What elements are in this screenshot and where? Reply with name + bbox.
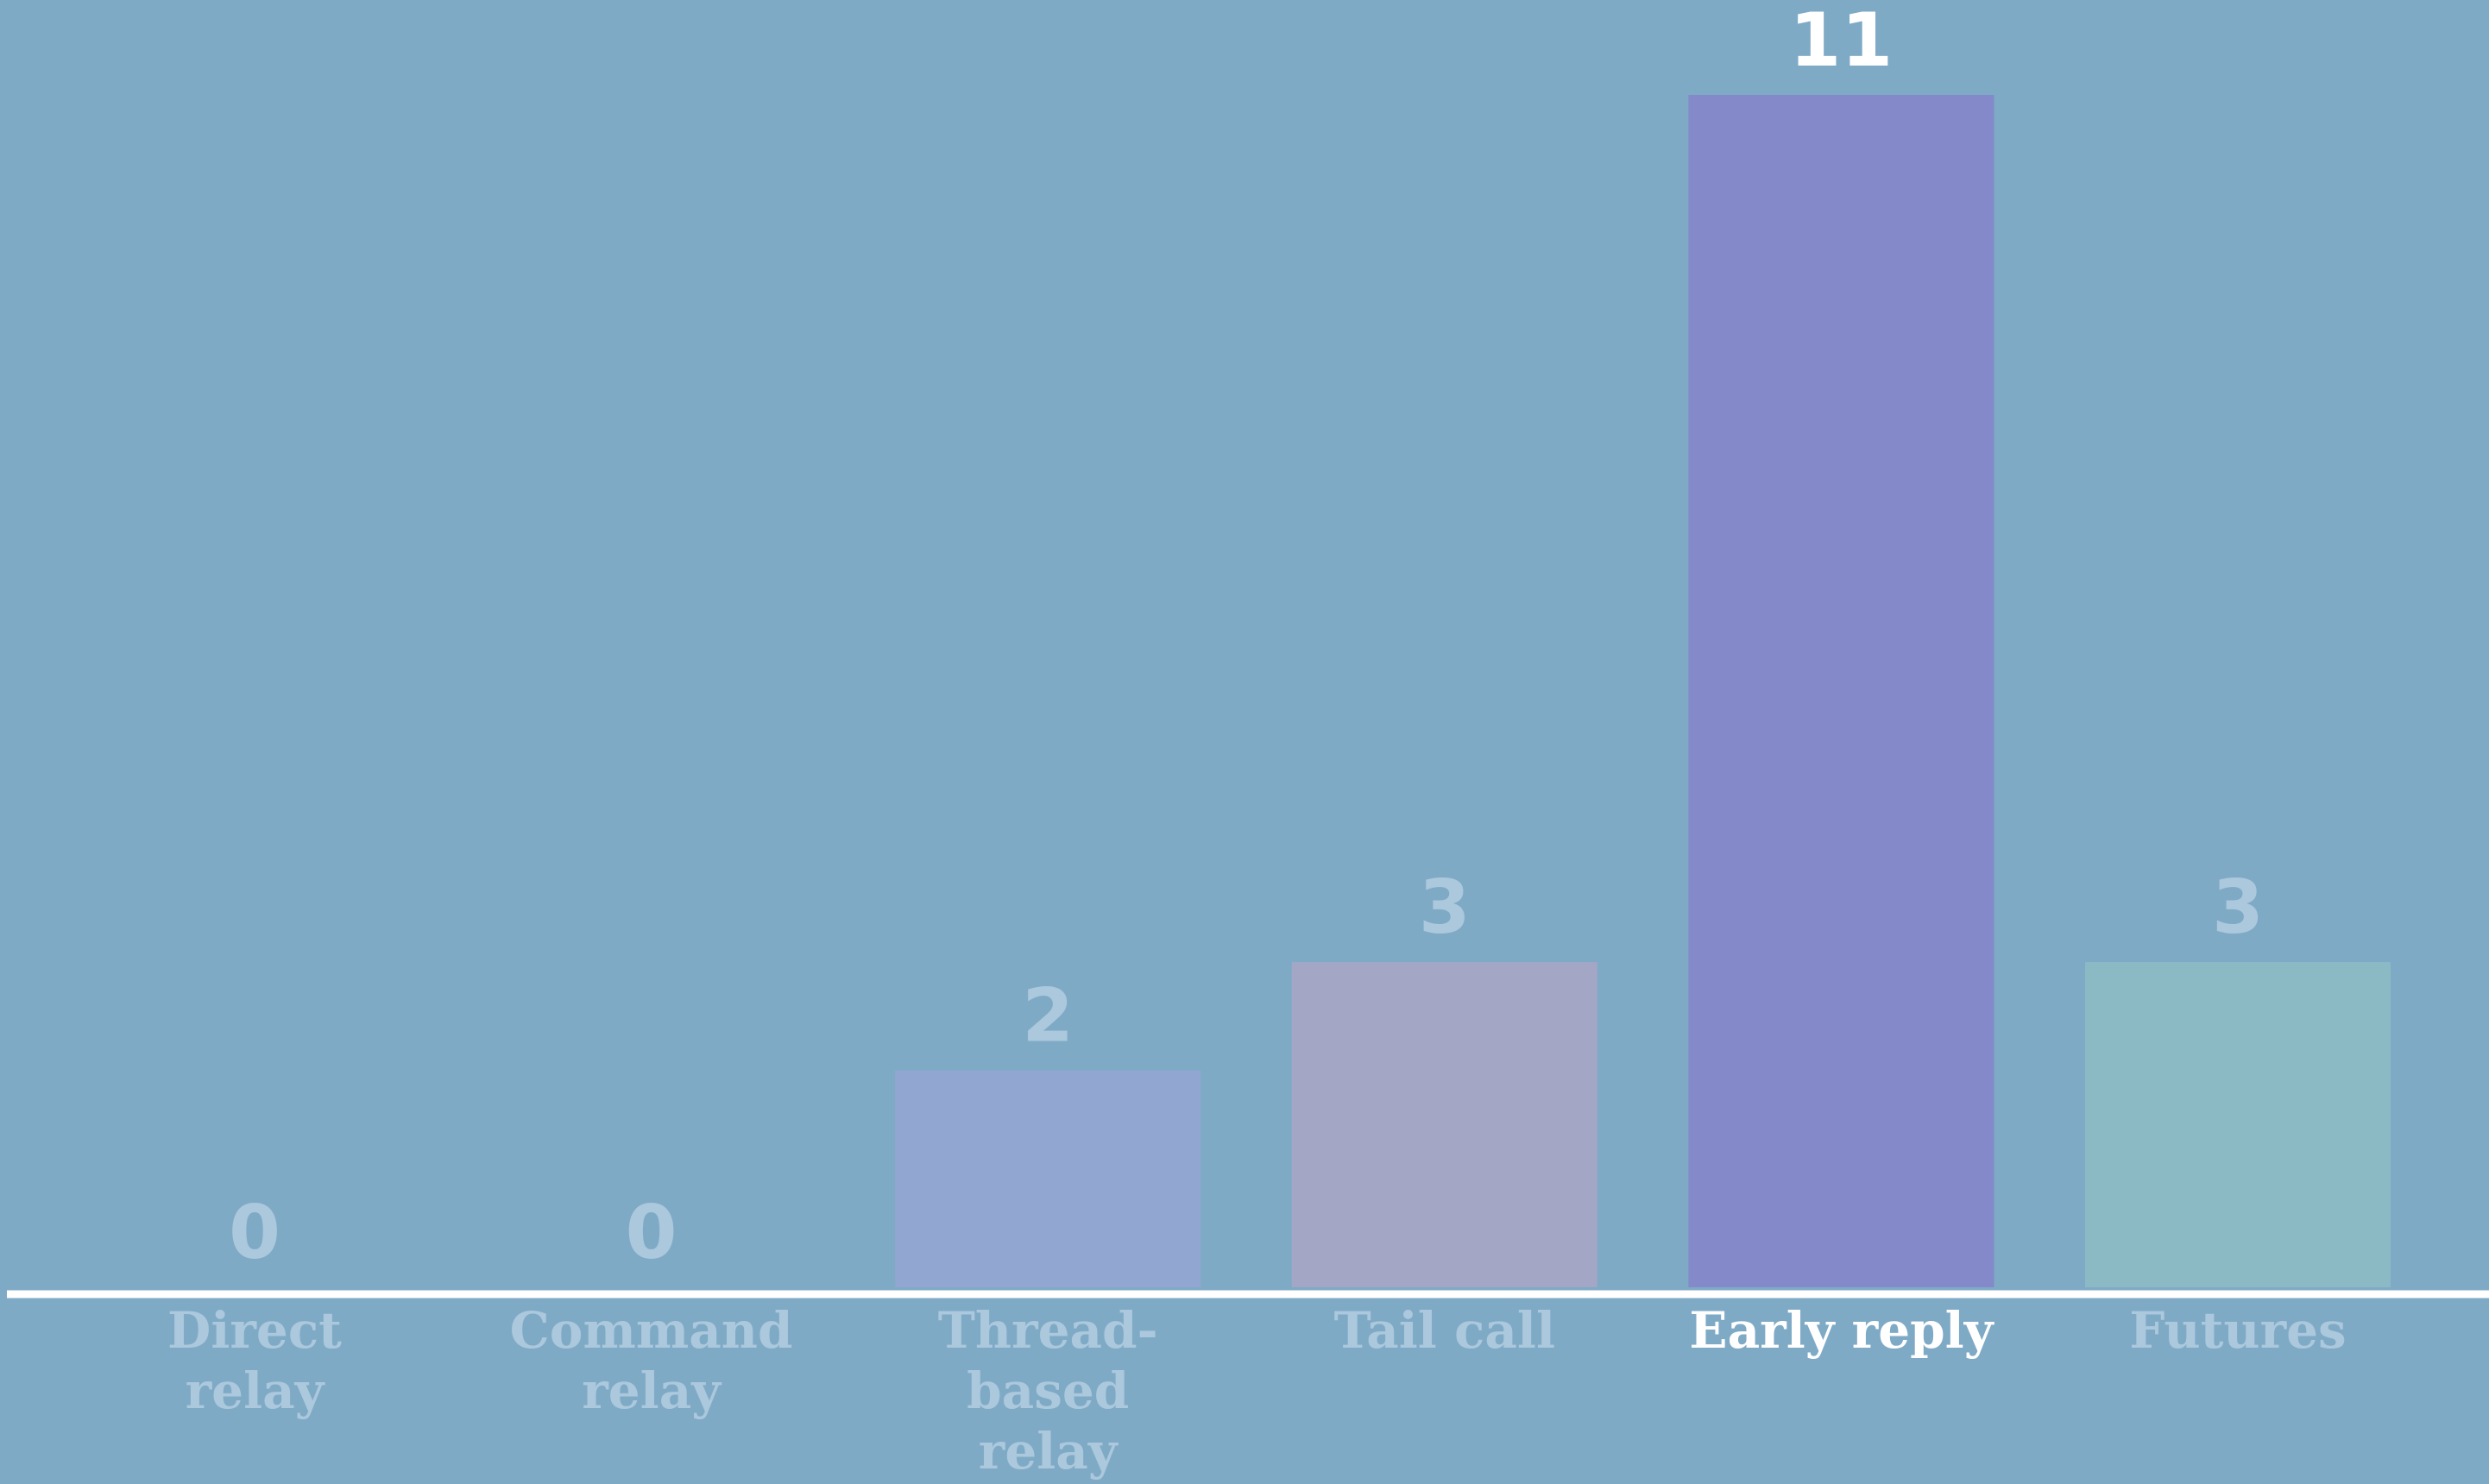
- value-label-1: 0: [626, 1190, 677, 1276]
- category-label-line: Tail call: [1334, 1301, 1555, 1360]
- category-label-5: Futures: [2129, 1301, 2346, 1360]
- category-label-line: based: [967, 1361, 1129, 1420]
- category-label-line: relay: [186, 1361, 326, 1420]
- bars-group: [895, 95, 2391, 1287]
- value-label-5: 3: [2212, 865, 2264, 951]
- category-label-2: Thread-based relay: [938, 1301, 1158, 1481]
- category-label-4: Early reply: [1689, 1301, 1994, 1360]
- bar-4: [1688, 95, 1994, 1287]
- category-label-line: relay: [979, 1422, 1119, 1481]
- category-label-line: Direct: [167, 1301, 342, 1360]
- bar-2: [895, 1070, 1201, 1287]
- category-label-line: Early reply: [1689, 1301, 1994, 1360]
- category-label-1: Command relay: [510, 1301, 793, 1420]
- value-label-0: 0: [229, 1190, 280, 1276]
- value-label-2: 2: [1022, 973, 1074, 1060]
- value-labels-group: 0 0 2 3 11 3: [229, 0, 2264, 1276]
- value-label-3: 3: [1419, 865, 1471, 951]
- category-label-0: Direct relay: [167, 1301, 342, 1420]
- bar-3: [1291, 962, 1597, 1287]
- value-label-4: 11: [1790, 0, 1894, 84]
- category-label-line: Thread-: [938, 1301, 1158, 1360]
- bar-5: [2085, 962, 2391, 1287]
- category-label-line: Futures: [2129, 1301, 2346, 1360]
- category-label-line: relay: [582, 1361, 722, 1420]
- category-label-line: Command: [510, 1301, 793, 1360]
- category-label-3: Tail call: [1334, 1301, 1555, 1360]
